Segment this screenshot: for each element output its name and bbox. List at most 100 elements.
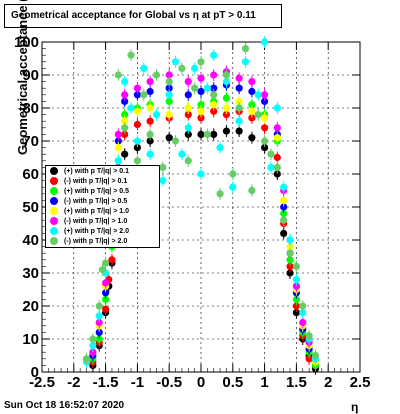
y-tick-label-9: 90 <box>22 67 39 84</box>
data-point-s6-p24 <box>235 117 243 125</box>
data-point-s3-p11 <box>197 87 205 96</box>
y-tick-label-2: 20 <box>22 298 39 315</box>
legend-item-5: (-) with p T/|q| > 1.0 <box>46 216 159 226</box>
data-point-s7-p15 <box>171 137 180 145</box>
x-tick-label-4: -0.5 <box>156 374 182 391</box>
data-point-s7-p12 <box>152 71 161 79</box>
data-point-s3-p7 <box>133 91 141 99</box>
data-point-s0-p19 <box>280 229 288 237</box>
data-point-s4-p10 <box>197 107 205 115</box>
data-point-s7-p13 <box>159 163 167 171</box>
data-point-s0-p8 <box>133 144 141 152</box>
data-point-s2-p15 <box>248 101 256 109</box>
data-point-s6-p22 <box>222 78 231 86</box>
data-point-s7-p16 <box>178 64 186 72</box>
data-point-s5-p8 <box>165 71 173 79</box>
data-point-s5-p10 <box>197 74 205 82</box>
data-point-s0-p15 <box>235 127 243 135</box>
legend-marker-2 <box>50 187 58 195</box>
data-point-s6-p34 <box>299 309 307 317</box>
data-point-s5-p13 <box>235 74 243 82</box>
data-point-s5-p1 <box>95 318 103 327</box>
data-point-s1-p21 <box>292 302 300 310</box>
data-point-s6-p5 <box>114 157 122 165</box>
data-point-s4-p7 <box>146 104 154 112</box>
legend-item-4: (+) with p T/|q| > 1.0 <box>46 206 159 216</box>
x-tick-label-6: 0.5 <box>222 374 243 391</box>
data-point-s2-p20 <box>292 295 300 303</box>
data-point-s5-p7 <box>146 78 154 86</box>
legend-item-1: (-) with p T/|q| > 0.1 <box>46 176 159 186</box>
data-point-s3-p18 <box>280 203 288 211</box>
data-point-s4-p4 <box>114 144 122 152</box>
data-point-s1-p12 <box>197 114 205 122</box>
data-point-s0-p10 <box>165 134 173 142</box>
data-point-s0-p21 <box>292 309 300 317</box>
y-tick-label-7: 70 <box>22 133 39 150</box>
data-point-s6-p15 <box>178 150 186 158</box>
x-tick-label-3: -1 <box>131 374 144 391</box>
data-point-s7-p21 <box>210 91 218 99</box>
data-point-s7-p23 <box>222 71 231 79</box>
data-point-s6-p10 <box>146 150 154 158</box>
x-tick-label-2: -1.5 <box>93 374 119 391</box>
data-point-s1-p9 <box>146 117 154 125</box>
data-point-s6-p9 <box>140 64 148 72</box>
data-point-s0-p13 <box>210 130 218 138</box>
y-tick-label-3: 30 <box>22 265 39 282</box>
legend-marker-6 <box>50 227 58 235</box>
data-point-s5-p14 <box>248 78 256 86</box>
data-point-s6-p30 <box>273 104 281 112</box>
x-axis-label: η <box>351 400 359 414</box>
legend-label-0: (+) with p T/|q| > 0.1 <box>64 167 129 175</box>
y-axis-label: Geometrical acceptance (%) <box>15 0 30 155</box>
data-point-s3-p10 <box>184 91 192 99</box>
data-point-s6-p14 <box>171 58 180 66</box>
legend-marker-7 <box>50 237 58 245</box>
data-point-s5-p6 <box>133 84 141 92</box>
data-point-s7-p24 <box>229 170 237 178</box>
data-point-s3-p8 <box>146 87 154 96</box>
data-point-s7-p1 <box>89 335 97 343</box>
x-tick-label-5: 0 <box>197 374 205 391</box>
data-point-s1-p13 <box>210 107 218 115</box>
y-tick-label-5: 50 <box>22 199 39 216</box>
data-point-s6-p29 <box>267 163 275 171</box>
data-point-s7-p10 <box>140 91 148 99</box>
legend-item-7: (-) with p T/|q| > 2.0 <box>46 236 159 246</box>
data-point-s2-p19 <box>286 256 294 264</box>
data-point-s2-p9 <box>165 97 173 105</box>
data-point-s6-p13 <box>165 91 173 99</box>
data-point-s1-p17 <box>261 124 269 132</box>
legend-label-4: (+) with p T/|q| > 1.0 <box>64 207 129 215</box>
data-point-s6-p32 <box>286 236 294 244</box>
x-tick-label-1: -2 <box>67 374 80 391</box>
data-point-s1-p11 <box>184 111 192 119</box>
data-point-s7-p28 <box>254 111 262 119</box>
data-point-s4-p13 <box>235 97 243 105</box>
data-point-s7-p31 <box>273 163 281 171</box>
data-point-s3-p12 <box>210 84 218 92</box>
data-point-s2-p13 <box>222 94 231 102</box>
x-tick-label-9: 2 <box>324 374 332 391</box>
data-point-s5-p20 <box>299 318 307 327</box>
data-point-s0-p20 <box>286 269 294 277</box>
data-point-s7-p37 <box>311 351 320 360</box>
data-point-s4-p14 <box>248 107 256 115</box>
data-point-s7-p14 <box>165 78 173 86</box>
data-point-s3-p9 <box>165 84 173 92</box>
data-point-s1-p23 <box>305 355 313 363</box>
legend-marker-5 <box>50 217 58 225</box>
data-point-s7-p9 <box>133 157 141 165</box>
data-point-s7-p32 <box>280 216 288 224</box>
data-point-s1-p7 <box>121 130 129 138</box>
x-tick-label-7: 1 <box>260 374 268 391</box>
data-point-s6-p27 <box>254 91 262 99</box>
data-point-s7-p19 <box>197 58 205 66</box>
legend-label-2: (+) with p T/|q| > 0.5 <box>64 187 129 195</box>
data-point-s3-p16 <box>261 97 269 105</box>
legend-marker-3 <box>50 197 58 205</box>
data-point-s5-p19 <box>292 282 300 290</box>
